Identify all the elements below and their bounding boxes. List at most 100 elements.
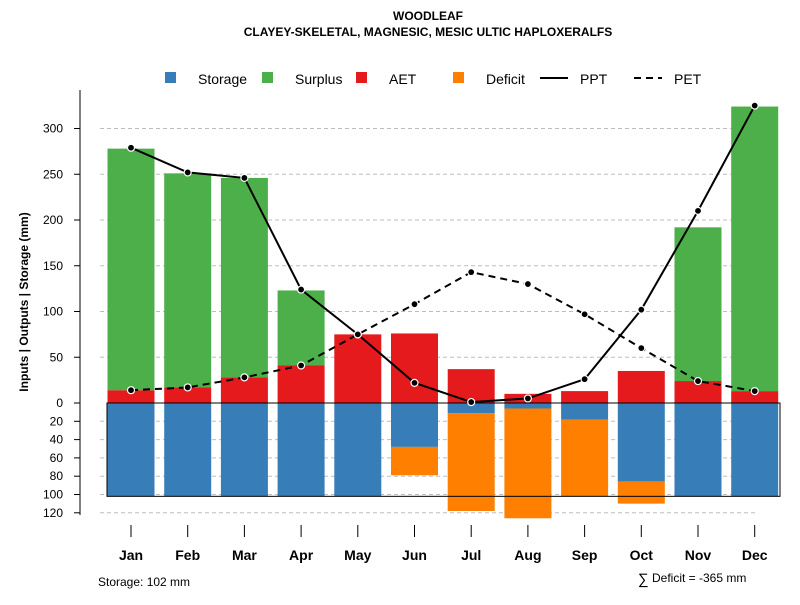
bar-storage-may xyxy=(334,403,382,497)
bar-storage-jun xyxy=(391,403,438,447)
bar-surplus-nov xyxy=(674,227,722,382)
legend-swatch-storage xyxy=(165,72,176,83)
x-tick-label-oct: Oct xyxy=(630,547,654,563)
legend-swatch-deficit xyxy=(453,72,464,83)
x-tick-label-apr: Apr xyxy=(289,547,314,563)
point-ppt-feb xyxy=(183,168,192,177)
bar-storage-feb xyxy=(164,403,212,497)
x-tick-label-nov: Nov xyxy=(685,547,712,563)
y-tick-label: 0 xyxy=(56,396,63,410)
bar-storage-aug xyxy=(504,403,552,409)
y-axis-label: Inputs | Outputs | Storage (mm) xyxy=(17,212,31,391)
y-tick-label: 250 xyxy=(43,167,63,181)
point-pet-jun xyxy=(410,300,419,309)
point-ppt-oct xyxy=(637,305,646,314)
point-pet-jul xyxy=(467,268,476,277)
y-tick-label: 100 xyxy=(43,488,63,502)
y-tick-label: 80 xyxy=(50,469,64,483)
point-pet-apr xyxy=(297,361,306,370)
y-tick-label: 100 xyxy=(43,305,63,319)
x-tick-label-mar: Mar xyxy=(232,547,257,563)
y-tick-label: 200 xyxy=(43,213,63,227)
deficit-summary: Deficit = -365 mm xyxy=(652,571,746,585)
line-group xyxy=(126,101,759,407)
bar-storage-jan xyxy=(107,403,155,497)
point-ppt-jul xyxy=(467,397,476,407)
x-tick-label-jan: Jan xyxy=(119,547,143,563)
bar-surplus-mar xyxy=(220,177,268,378)
legend-label-ppt: PPT xyxy=(580,71,608,87)
bar-aet-feb xyxy=(164,387,212,403)
bar-deficit-jul xyxy=(447,413,495,511)
axes: 0 50 100 150 200 250 300 20 40 60 80 100 120 Jan Feb Ma… xyxy=(43,90,768,563)
point-ppt-nov xyxy=(693,206,703,215)
bar-aet-oct xyxy=(617,370,665,403)
bar-storage-apr xyxy=(277,403,325,497)
y-tick-label: 60 xyxy=(50,451,64,465)
y-tick-label: 20 xyxy=(50,414,64,428)
sum-symbol: ∑ xyxy=(638,571,649,588)
legend-swatch-surplus xyxy=(262,72,273,83)
bar-deficit-oct xyxy=(617,481,665,504)
bar-storage-jul xyxy=(447,403,495,414)
point-pet-dec xyxy=(750,387,759,396)
bar-aet-nov xyxy=(674,381,722,403)
y-tick-label: 40 xyxy=(50,433,64,447)
legend: Storage Surplus AET Deficit PPT PET xyxy=(165,71,702,87)
bar-storage-sep xyxy=(561,403,609,420)
y-tick-label: 120 xyxy=(43,506,63,520)
bar-storage-mar xyxy=(220,403,268,497)
x-tick-label-jul: Jul xyxy=(461,547,481,563)
point-ppt-apr xyxy=(297,285,306,294)
point-pet-aug xyxy=(523,279,533,289)
bar-aet-dec xyxy=(731,391,779,403)
x-tick-label-feb: Feb xyxy=(175,547,200,563)
bar-surplus-dec xyxy=(731,106,779,392)
bar-deficit-aug xyxy=(504,408,552,519)
bar-group xyxy=(106,106,781,519)
point-pet-feb xyxy=(183,383,192,392)
legend-swatch-aet xyxy=(356,72,367,83)
bar-surplus-feb xyxy=(164,173,212,388)
y-tick-label: 300 xyxy=(43,122,63,136)
bar-aet-sep xyxy=(561,391,609,403)
bar-storage-nov xyxy=(674,403,722,497)
line-pet xyxy=(130,271,755,393)
bar-deficit-jun xyxy=(391,446,438,476)
point-ppt-jan xyxy=(126,143,136,152)
bar-aet-mar xyxy=(220,377,268,403)
point-ppt-may xyxy=(353,330,362,339)
point-ppt-mar xyxy=(240,173,249,183)
x-tick-label-jun: Jun xyxy=(402,547,427,563)
legend-label-pet: PET xyxy=(674,71,702,87)
chart-subtitle: CLAYEY-SKELETAL, MAGNESIC, MESIC ULTIC H… xyxy=(244,25,612,39)
storage-capacity-box xyxy=(106,402,781,497)
chart-title: WOODLEAF xyxy=(393,9,463,23)
legend-label-deficit: Deficit xyxy=(486,71,525,87)
bar-aet-apr xyxy=(277,365,325,403)
bar-storage-dec xyxy=(731,403,779,497)
x-tick-label-aug: Aug xyxy=(514,547,541,563)
y-tick-label: 150 xyxy=(43,259,63,273)
point-pet-oct xyxy=(637,344,646,353)
point-pet-nov xyxy=(693,376,703,386)
point-ppt-aug xyxy=(523,394,533,403)
point-ppt-dec xyxy=(750,101,759,110)
legend-label-storage: Storage xyxy=(198,71,247,87)
x-tick-label-sep: Sep xyxy=(572,547,598,563)
bar-storage-oct xyxy=(617,403,665,482)
point-ppt-sep xyxy=(580,375,589,384)
x-tick-label-dec: Dec xyxy=(742,547,768,563)
storage-summary: Storage: 102 mm xyxy=(98,575,190,589)
bar-deficit-sep xyxy=(561,419,609,497)
bar-aet-jul xyxy=(447,369,495,403)
legend-label-surplus: Surplus xyxy=(295,71,342,87)
point-pet-sep xyxy=(580,310,589,319)
point-pet-mar xyxy=(240,373,249,382)
x-tick-label-may: May xyxy=(344,547,371,563)
line-ppt xyxy=(130,105,756,404)
point-ppt-jun xyxy=(410,378,419,387)
point-pet-jan xyxy=(126,386,136,395)
